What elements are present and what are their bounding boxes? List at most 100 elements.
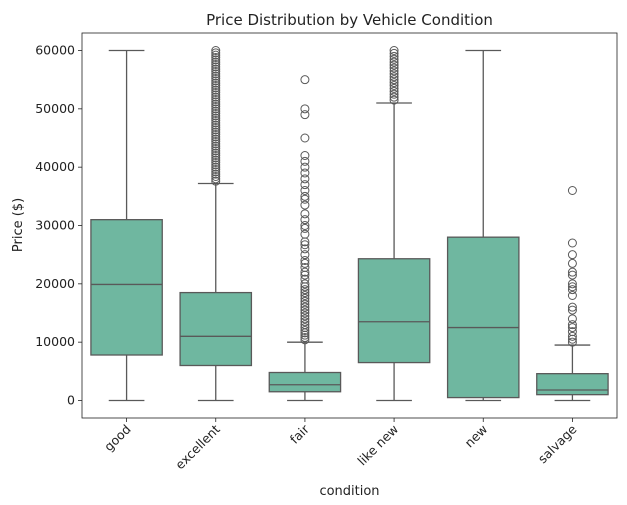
- outlier-point: [211, 67, 221, 76]
- outlier-point: [211, 174, 221, 184]
- outlier-point: [300, 191, 310, 201]
- y-tick-label: 20000: [35, 276, 75, 291]
- outlier-point: [567, 279, 577, 289]
- box-iqr: [268, 371, 342, 393]
- outlier-point: [389, 57, 399, 67]
- outlier-point: [389, 83, 399, 93]
- outlier-point: [300, 186, 310, 195]
- outlier-point: [567, 323, 577, 333]
- outlier-point: [211, 153, 221, 163]
- outlier-point: [567, 282, 577, 292]
- outlier-point: [300, 326, 310, 335]
- box-iqr: [179, 291, 253, 367]
- outlier-point: [211, 172, 221, 181]
- outlier-point: [211, 62, 221, 72]
- outlier-point: [300, 267, 310, 277]
- outlier-point: [300, 223, 310, 233]
- outlier-point: [211, 78, 221, 88]
- outlier-point: [300, 314, 310, 324]
- outlier-point: [389, 78, 399, 88]
- outlier-point: [211, 92, 221, 102]
- y-tick-label: 30000: [35, 218, 75, 233]
- outlier-point: [300, 320, 310, 330]
- outlier-point: [211, 90, 221, 100]
- outlier-point: [211, 106, 221, 116]
- outlier-point: [211, 134, 221, 144]
- outlier-point: [389, 63, 399, 73]
- outlier-point: [300, 299, 310, 309]
- outlier-point: [211, 97, 221, 107]
- outlier-point: [211, 104, 221, 114]
- outlier-point: [211, 125, 221, 135]
- outlier-point: [567, 331, 577, 341]
- outlier-point: [567, 186, 577, 195]
- outlier-point: [300, 244, 310, 254]
- chart-marks: [90, 46, 609, 402]
- outlier-point: [300, 288, 310, 298]
- outlier-point: [300, 221, 310, 230]
- outlier-point: [211, 176, 221, 186]
- outlier-point: [300, 279, 310, 289]
- outlier-point: [211, 151, 221, 160]
- outlier-point: [211, 158, 221, 167]
- y-tick-label: 10000: [35, 334, 75, 349]
- outlier-point: [567, 250, 577, 260]
- outlier-point: [300, 274, 310, 284]
- outlier-point: [389, 51, 399, 61]
- outlier-point: [211, 69, 221, 79]
- y-axis-label: Price ($): [11, 198, 26, 252]
- outlier-point: [567, 314, 577, 324]
- outlier-point: [389, 69, 399, 79]
- chart-title: Price Distribution by Vehicle Condition: [206, 11, 493, 29]
- outlier-point: [300, 285, 310, 295]
- outlier-point: [300, 308, 310, 318]
- outlier-point: [300, 317, 310, 327]
- outlier-point: [211, 155, 221, 165]
- outlier-point: [211, 85, 221, 95]
- outlier-point: [300, 323, 310, 333]
- outlier-point: [211, 60, 221, 69]
- outlier-point: [211, 146, 221, 156]
- outlier-point: [211, 83, 221, 93]
- outlier-point: [567, 285, 577, 295]
- outlier-point: [389, 92, 399, 102]
- outlier-point: [300, 250, 310, 260]
- outlier-point: [300, 168, 310, 178]
- outlier-point: [300, 333, 310, 342]
- box-iqr: [90, 219, 163, 356]
- outlier-point: [300, 133, 310, 143]
- outlier-point: [300, 104, 310, 114]
- y-tick-label: 60000: [35, 43, 75, 58]
- outlier-point: [211, 127, 221, 137]
- outlier-point: [211, 130, 221, 139]
- outlier-point: [211, 109, 221, 118]
- outlier-point: [389, 89, 399, 99]
- outlier-point: [300, 151, 310, 160]
- outlier-point: [211, 123, 221, 132]
- outlier-point: [300, 335, 310, 345]
- outlier-point: [211, 137, 221, 146]
- outlier-point: [211, 55, 221, 65]
- outlier-point: [567, 320, 577, 330]
- y-tick-label: 40000: [35, 159, 75, 174]
- outlier-point: [567, 305, 577, 315]
- x-tick-label: excellent: [172, 421, 223, 472]
- outlier-point: [211, 95, 221, 104]
- x-tick-label: good: [101, 422, 134, 455]
- outlier-point: [567, 337, 577, 347]
- y-tick-label: 50000: [35, 101, 75, 116]
- outlier-point: [211, 64, 221, 74]
- x-tick-label: salvage: [535, 421, 580, 466]
- outlier-point: [300, 311, 310, 321]
- outlier-point: [389, 48, 399, 58]
- outlier-point: [211, 48, 221, 58]
- outlier-point: [300, 110, 310, 120]
- outlier-point: [389, 46, 399, 55]
- outlier-point: [389, 86, 399, 96]
- outlier-point: [211, 50, 221, 60]
- outlier-point: [567, 327, 577, 337]
- outlier-point: [567, 258, 577, 268]
- outlier-point: [300, 156, 310, 166]
- outlier-point: [211, 162, 221, 172]
